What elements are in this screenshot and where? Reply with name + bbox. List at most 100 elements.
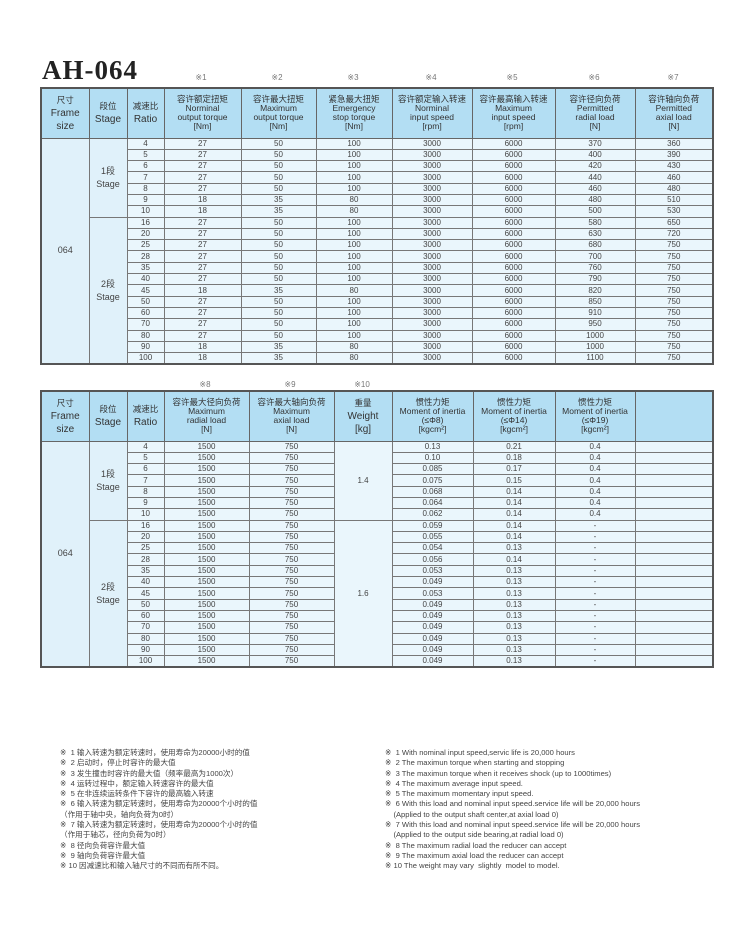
- table-cell: 510: [634, 193, 714, 207]
- table-cell: 6000: [471, 160, 556, 173]
- table-cell: 700: [554, 250, 636, 263]
- table-cell: 50: [240, 227, 317, 241]
- table-cell: 16: [126, 519, 165, 532]
- footnote-line: ※ 7 With this load and nominal input spe…: [385, 820, 640, 830]
- footnote-mark: ※8: [199, 380, 211, 389]
- table-cell: 0.21: [472, 440, 556, 453]
- table-cell: 80: [315, 352, 393, 365]
- table-cell: 100: [315, 227, 393, 241]
- header-stage-line: 段位: [99, 404, 117, 415]
- table-cell: 100: [315, 273, 393, 286]
- header-column-line: stop torque: [332, 112, 376, 123]
- table-cell: 750: [248, 609, 335, 623]
- empty-cell: [634, 485, 714, 498]
- table-cell: 20: [126, 227, 165, 241]
- table-cell: 28: [126, 553, 165, 566]
- table-cell: 0.085: [391, 463, 474, 476]
- table-cell: 0.049: [391, 643, 474, 657]
- header-weight-line: [kg]: [354, 423, 372, 435]
- table-cell: 1500: [163, 451, 250, 465]
- table-cell: 3000: [391, 160, 473, 173]
- table-cell: 850: [554, 295, 636, 308]
- table-cell: 40: [126, 576, 165, 589]
- table-cell: 1100: [554, 352, 636, 365]
- table-cell: 0.13: [472, 576, 556, 589]
- table-cell: 6000: [471, 318, 556, 331]
- header-moment-of-inertia-line: 惯性力矩: [496, 397, 531, 408]
- header-ratio-line: 减速比: [132, 101, 159, 112]
- stage-label: 1段: [100, 165, 115, 176]
- header-column-line: Emergency: [332, 103, 376, 114]
- table-row: 20 1500 750 0.055 0.14-: [41, 530, 714, 544]
- table-cell: 750: [248, 632, 335, 645]
- table-cell: 750: [248, 530, 335, 544]
- table-cell: 100: [315, 137, 393, 150]
- table-cell: 4: [126, 440, 165, 453]
- table-row: 064 1段 Stage 4 27 50 100 3000 6000 370 360: [40, 137, 714, 365]
- table-cell: 0.068: [391, 485, 474, 498]
- header-column-line: output torque: [177, 112, 228, 123]
- table-cell: 0.14: [472, 519, 556, 532]
- table-cell: 27: [163, 216, 242, 229]
- table-cell: 750: [248, 485, 335, 498]
- footnote-line: ※ 1 With nominal input speed,servic life…: [385, 748, 575, 757]
- header-frame-size-line: size: [56, 423, 75, 435]
- spec-table-torque-speed-load: 尺寸 Frame size 段位 Stage 减速比 Ratio 容许额定扭矩 Norminal…: [40, 87, 714, 366]
- table-cell: 0.10: [391, 451, 474, 465]
- table-row: 5 1500 750 0.10 0.18 0.4: [41, 451, 714, 465]
- table-cell: 27: [163, 273, 242, 286]
- table-cell: 9: [126, 496, 165, 510]
- table-cell: 100: [315, 306, 393, 320]
- table-row: 40 27 50 100 3000 6000 790 750: [41, 273, 714, 286]
- table-cell: -: [554, 598, 636, 611]
- table-cell: 460: [634, 171, 714, 184]
- footnote-mark: ※3: [347, 73, 359, 82]
- table-cell: 1500: [163, 530, 250, 544]
- table-cell: 0.049: [391, 576, 474, 589]
- table-cell: 50: [240, 171, 317, 184]
- table-cell: 0.13: [472, 564, 556, 578]
- table-cell: 50: [240, 216, 317, 229]
- table-cell: 18: [163, 340, 242, 354]
- header-column: 容许额定扭矩 Norminal output torque [Nm]: [163, 87, 242, 139]
- table-row: 80 1500 750 0.049 0.13-: [41, 632, 714, 645]
- table-row: 28 27 50 100 3000 6000 700 750: [41, 250, 714, 263]
- table-cell: 6000: [471, 239, 556, 252]
- header-ratio-line: 减速比: [132, 404, 159, 415]
- header-frame-size-line: size: [56, 120, 75, 132]
- table-cell: 35: [240, 340, 317, 354]
- table-cell: 750: [634, 306, 714, 320]
- table-cell: 750: [634, 284, 714, 297]
- table-cell: 0.055: [391, 530, 474, 544]
- footnote-line: (Applied to the output side bearing,at r…: [385, 830, 564, 840]
- empty-cell: [634, 621, 714, 634]
- header-ratio: 减速比 Ratio: [126, 87, 165, 139]
- header-column-line: 容许额定输入转速: [397, 94, 466, 105]
- table-cell: 6: [126, 463, 165, 476]
- table-cell: 27: [163, 306, 242, 320]
- table-cell: 750: [248, 643, 335, 657]
- table-cell: 6000: [471, 137, 556, 150]
- spec-table-load-weight-inertia: 尺寸 Frame size 段位 Stage 减速比 Ratio 容许最大径向负荷 Maximu…: [40, 390, 714, 669]
- table-cell: 390: [634, 148, 714, 162]
- table-cell: 25: [126, 542, 165, 555]
- header-frame-size: 尺寸 Frame size: [40, 390, 90, 442]
- table-cell: -: [554, 609, 636, 623]
- table-cell: 6000: [471, 148, 556, 162]
- header-column-line: [Nm]: [193, 121, 212, 132]
- table-cell: 1500: [163, 655, 250, 668]
- table-cell: 1000: [554, 329, 636, 342]
- table-row: 2段 Stage 16 1500 750 1.6 0.059 0.14-: [41, 519, 714, 668]
- footnote-mark: ※7: [667, 73, 679, 82]
- header-column-line: [rpm]: [503, 121, 524, 132]
- empty-cell: [634, 632, 714, 645]
- table-cell: 460: [554, 182, 636, 195]
- footnote-line: ※ 2 启动时，停止时容许的最大值: [60, 758, 176, 768]
- table-cell: 430: [634, 160, 714, 173]
- table-cell: 8: [126, 485, 165, 498]
- table-cell: -: [554, 621, 636, 634]
- table-cell: 0.4: [554, 496, 636, 510]
- footnotes-english: ※ 1 With nominal input speed,servic life…: [385, 748, 640, 872]
- table-cell: 27: [163, 239, 242, 252]
- stage-cell: 1段 Stage: [88, 137, 128, 218]
